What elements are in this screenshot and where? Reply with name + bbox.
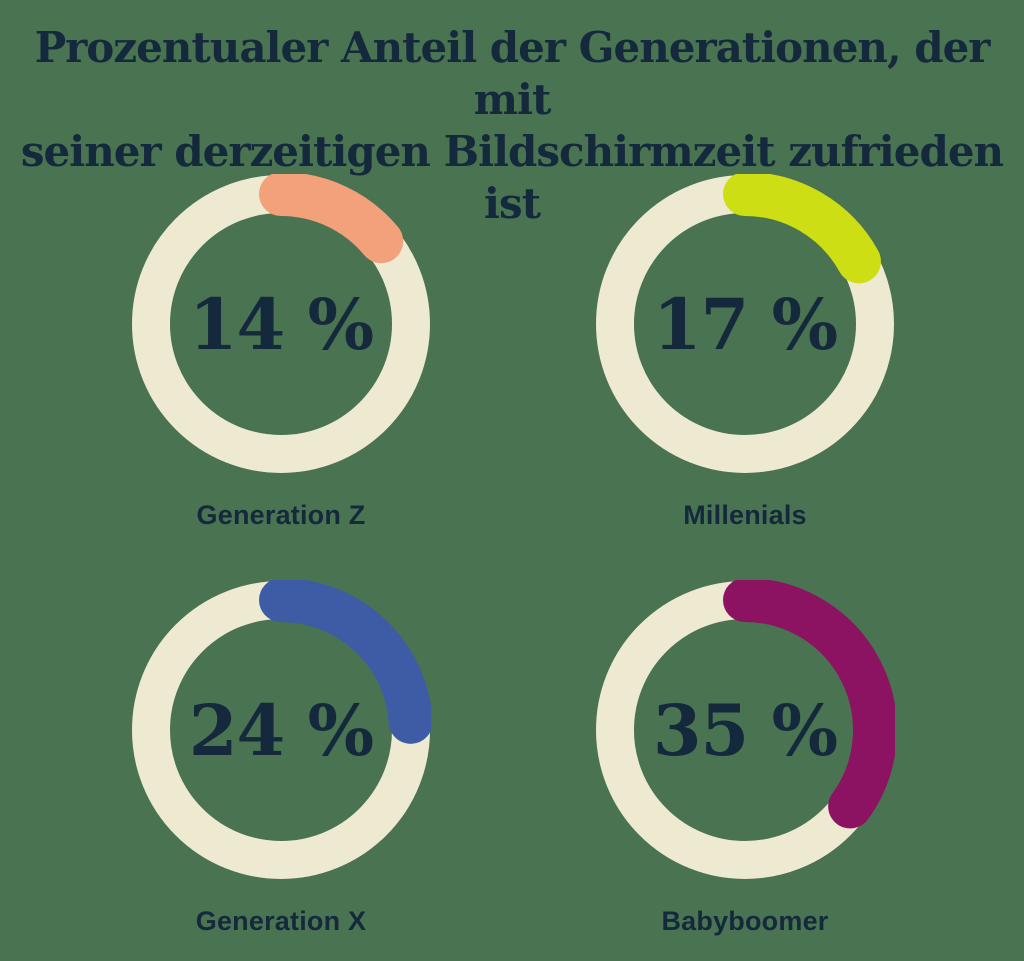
percent-value: 14 % bbox=[188, 282, 374, 366]
page-title-line-2: seiner derzeitigen Bildschirmzeit zufrie… bbox=[20, 127, 1004, 228]
donut-chart-generation-x: 24 % Generation X bbox=[131, 580, 431, 936]
donut-chart-generation-z: 14 % Generation Z bbox=[131, 174, 431, 530]
page-title: Prozentualer Anteil der Generationen, de… bbox=[0, 22, 1024, 230]
donut-ring-svg bbox=[596, 580, 895, 879]
percent-value: 17 % bbox=[652, 282, 838, 366]
percent-value: 24 % bbox=[188, 688, 374, 772]
category-label: Babyboomer bbox=[661, 906, 829, 936]
category-label: Millenials bbox=[683, 500, 807, 530]
donut-chart-millenials: 17 % Millenials bbox=[595, 174, 895, 530]
donut-ring-svg bbox=[596, 174, 894, 473]
progress-arc bbox=[723, 174, 881, 284]
donut-ring-svg bbox=[132, 174, 430, 473]
progress-arc bbox=[259, 580, 431, 744]
progress-arc bbox=[259, 174, 404, 264]
category-label: Generation X bbox=[195, 906, 367, 936]
donut-ring-svg bbox=[132, 580, 431, 879]
donut-chart-babyboomer: 35 % Babyboomer bbox=[595, 580, 895, 936]
progress-arc bbox=[723, 580, 895, 829]
category-label: Generation Z bbox=[196, 500, 366, 530]
percent-value: 35 % bbox=[652, 688, 838, 772]
page-title-line-1: Prozentualer Anteil der Generationen, de… bbox=[34, 23, 991, 124]
